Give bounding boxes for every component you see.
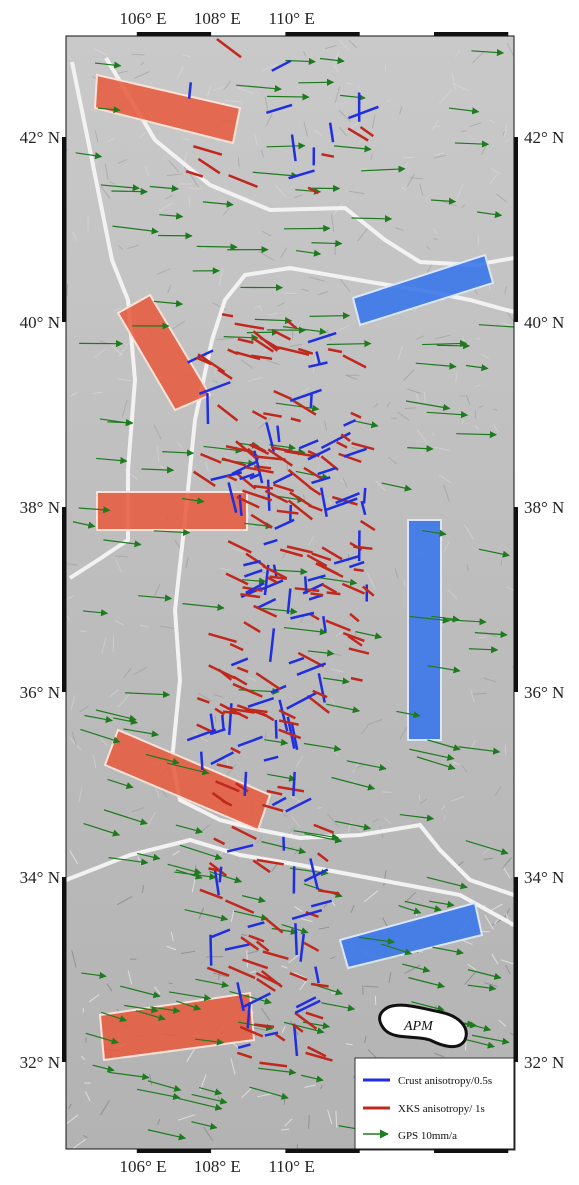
lat-label: 38° N <box>524 498 564 517</box>
gps-arrow <box>267 96 309 97</box>
legend-label: GPS 10mm/a <box>398 1130 457 1142</box>
lat-label: 36° N <box>20 683 60 702</box>
lon-label: 110° E <box>268 1157 314 1176</box>
relief-stroke <box>424 392 425 403</box>
lat-label: 32° N <box>20 1053 60 1072</box>
relief-stroke <box>461 131 467 132</box>
lon-label: 106° E <box>120 9 167 28</box>
gps-arrow <box>197 246 237 247</box>
gps-arrow <box>437 345 470 346</box>
lon-label: 108° E <box>194 1157 241 1176</box>
lat-label: 36° N <box>524 683 564 702</box>
map-figure: APM Crust anisotropy/0.5s XKS anisotropy… <box>0 0 579 1180</box>
page: {"map": { "lon_labels": ["106° E", "108°… <box>0 0 579 1180</box>
crust-bar <box>293 772 294 796</box>
gps-arrow <box>111 191 147 192</box>
crust-bar <box>305 576 306 593</box>
crust-bar <box>207 393 208 424</box>
relief-stroke <box>169 983 173 984</box>
crust-bar <box>189 82 191 98</box>
crust-bar <box>245 772 246 796</box>
lat-label: 40° N <box>524 313 564 332</box>
crust-bar <box>268 480 269 511</box>
crust-bar <box>222 715 223 729</box>
xks-bar <box>354 569 364 570</box>
crust-bar <box>311 394 312 408</box>
relief-stroke <box>132 54 145 55</box>
lat-label: 32° N <box>524 1053 564 1072</box>
gps-arrow <box>310 316 350 317</box>
xks-block <box>97 492 247 530</box>
crust-bar <box>276 720 277 739</box>
gps-arrow <box>311 243 341 244</box>
legend-label: XKS anisotropy/ 1s <box>398 1103 485 1115</box>
lat-label: 42° N <box>524 128 564 147</box>
legend-label: Crust anisotropy/0.5s <box>398 1075 492 1087</box>
gps-arrow <box>298 82 333 83</box>
crust-bar <box>364 488 365 504</box>
lon-label: 110° E <box>268 9 314 28</box>
xks-bar <box>327 592 341 594</box>
relief-stroke <box>157 230 158 235</box>
lat-label: 34° N <box>524 868 564 887</box>
lon-label: 106° E <box>120 1157 167 1176</box>
relief-stroke <box>113 636 114 652</box>
relief-stroke <box>363 985 364 995</box>
crust-bar <box>201 752 202 770</box>
crust-bar <box>283 837 284 851</box>
relief-stroke <box>501 559 502 565</box>
crust-bar <box>210 935 211 966</box>
crust-bar <box>295 923 296 955</box>
crust-bar <box>220 867 221 883</box>
crust-block <box>408 520 441 740</box>
lon-label: 108° E <box>194 9 241 28</box>
apm-label: APM <box>403 1019 434 1034</box>
lat-label: 42° N <box>20 128 60 147</box>
lat-label: 38° N <box>20 498 60 517</box>
lat-label: 40° N <box>20 313 60 332</box>
lat-label: 34° N <box>20 868 60 887</box>
